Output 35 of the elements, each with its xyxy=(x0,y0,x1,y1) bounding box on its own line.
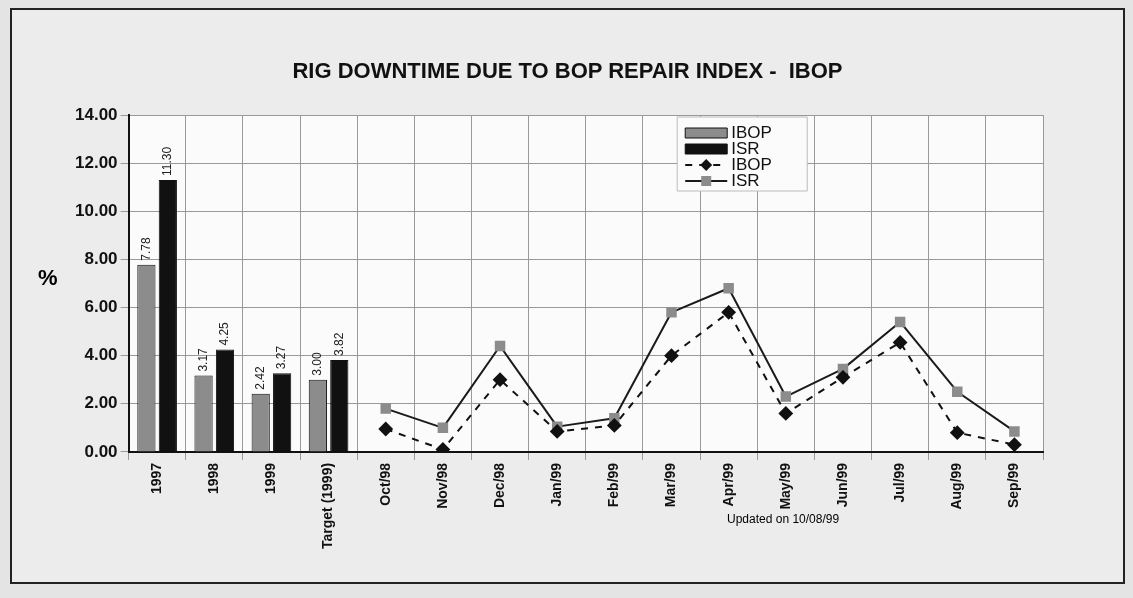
x-tick-label: Nov/98 xyxy=(433,462,450,509)
data-label: 11.30 xyxy=(160,146,175,176)
data-label: 3.27 xyxy=(274,345,289,370)
text: Updated on 10/08/99 xyxy=(727,512,840,526)
x-tick-label: Sep/99 xyxy=(1005,462,1022,509)
data-label: 4.25 xyxy=(217,321,232,346)
data-label: 2.42 xyxy=(253,365,268,390)
x-tick-label: 1998 xyxy=(205,462,222,495)
y-axis-title: % xyxy=(38,265,58,291)
x-tick-label: Apr/99 xyxy=(719,462,736,507)
x-tick-label: Feb/99 xyxy=(605,462,622,508)
y-tick-label: 10.00 xyxy=(74,200,118,220)
data-label: 3.17 xyxy=(195,347,210,372)
x-tick-label: May/99 xyxy=(776,462,793,510)
x-tick-label: Aug/99 xyxy=(948,462,965,510)
x-tick-label: Jan/99 xyxy=(548,462,565,507)
y-tick-label: 2.00 xyxy=(84,393,118,413)
y-tick-label: 12.00 xyxy=(74,152,118,172)
x-tick-label: 1999 xyxy=(262,462,279,495)
data-label: 3.82 xyxy=(331,332,346,356)
x-tick-label: 1997 xyxy=(147,462,164,495)
x-tick-label: Jun/99 xyxy=(833,462,850,508)
y-tick-label: 0.00 xyxy=(84,441,118,461)
x-tick-label: Oct/98 xyxy=(376,462,393,506)
y-tick-label: 8.00 xyxy=(84,249,118,269)
x-tick-label: Dec/98 xyxy=(490,462,507,509)
data-label: 3.00 xyxy=(310,352,325,376)
x-tick-label: Jul/99 xyxy=(890,462,907,503)
y-tick-label: 4.00 xyxy=(84,345,118,365)
x-tick-label: Target (1999) xyxy=(319,462,336,549)
y-tick-label: 6.00 xyxy=(84,297,118,317)
y-tick-label: 14.00 xyxy=(74,104,118,124)
data-label: 7.78 xyxy=(138,237,153,261)
chart-title: RIG DOWNTIME DUE TO BOP REPAIR INDEX - IBOP xyxy=(291,58,844,84)
x-tick-label: Mar/99 xyxy=(662,462,679,508)
